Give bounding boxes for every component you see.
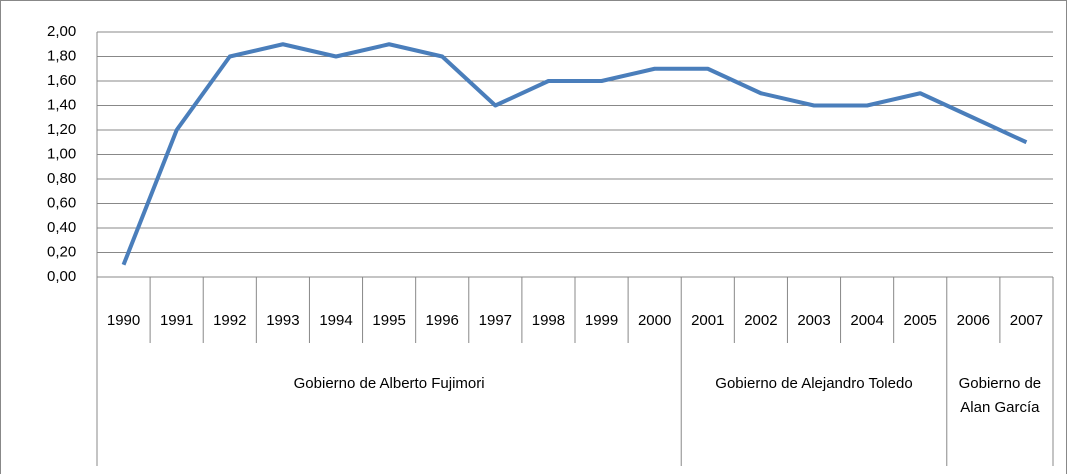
x-tick-label: 1995 [372,312,405,329]
x-tick-label: 2002 [744,312,777,329]
y-tick-label: 0,20 [47,243,76,260]
x-tick-label: 1999 [585,312,618,329]
x-tick-label: 2007 [1010,312,1043,329]
y-tick-label: 1,60 [47,72,76,89]
group-label: Gobierno de Alan García [958,375,1042,416]
x-tick-label: 2006 [957,312,990,329]
y-tick-label: 1,80 [47,47,76,64]
y-tick-label: 0,60 [47,194,76,211]
x-tick-label: 1993 [266,312,299,329]
y-tick-label: 1,00 [47,145,76,162]
x-tick-label: 1991 [160,312,193,329]
x-tick-label: 2003 [797,312,830,329]
y-tick-label: 0,80 [47,170,76,187]
y-tick-label: 2,00 [47,23,76,40]
y-tick-label: 0,40 [47,219,76,236]
x-tick-label: 1997 [479,312,512,329]
series-line [121,42,1028,266]
y-tick-label: 1,40 [47,96,76,113]
x-tick-label: 1994 [319,312,352,329]
x-tick-label: 1998 [532,312,565,329]
x-tick-label: 1992 [213,312,246,329]
x-tick-label: 2001 [691,312,724,329]
group-label: Gobierno de Alberto Fujimori [293,375,485,392]
group-label: Gobierno de Alejandro Toledo [715,375,913,392]
y-tick-label: 0,00 [47,268,76,285]
x-tick-label: 2004 [850,312,883,329]
x-tick-label: 2000 [638,312,671,329]
y-tick-label: 1,20 [47,121,76,138]
x-tick-label: 2005 [904,312,937,329]
x-tick-label: 1990 [107,312,140,329]
x-tick-label: 1996 [426,312,459,329]
